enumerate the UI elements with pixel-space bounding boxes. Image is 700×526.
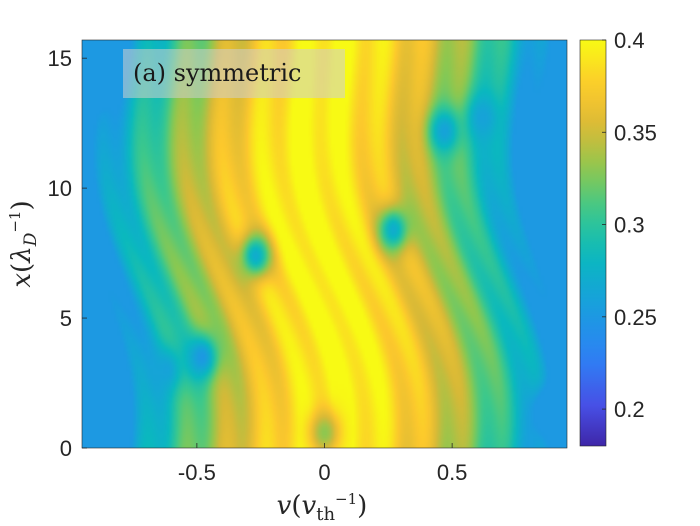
y-tick-label: 15	[48, 46, 72, 71]
annotation-text: (a) symmetric	[133, 59, 302, 87]
y-tick-label: 10	[48, 176, 72, 201]
colorbar-tick-label: 0.3	[614, 213, 645, 238]
x-tick-label: 0	[318, 460, 330, 485]
x-tick-label: -0.5	[178, 460, 216, 485]
y-tick-label: 5	[60, 306, 72, 331]
colorbar-tick-label: 0.35	[614, 120, 657, 145]
x-axis-label: v(vth−1)	[277, 490, 368, 525]
x-tick-label: 0.5	[437, 460, 468, 485]
y-axis-label: x(λD−1)	[6, 200, 41, 287]
heatmap-plot	[81, 39, 568, 449]
colorbar: 0.2 0.25 0.3 0.35 0.4	[579, 28, 657, 447]
colorbar-gradient	[579, 39, 607, 447]
y-tick-label: 0	[60, 436, 72, 461]
heatmap-image	[82, 40, 567, 448]
annotation-box: (a) symmetric	[123, 49, 345, 98]
colorbar-tick-label: 0.4	[614, 28, 645, 53]
y-axis-ticks: 0 5 10 15	[48, 46, 87, 461]
colorbar-ticks: 0.2 0.25 0.3 0.35 0.4	[602, 28, 657, 422]
colorbar-tick-label: 0.2	[614, 397, 645, 422]
x-axis-ticks: -0.5 0 0.5	[178, 443, 468, 485]
colorbar-tick-label: 0.25	[614, 305, 657, 330]
